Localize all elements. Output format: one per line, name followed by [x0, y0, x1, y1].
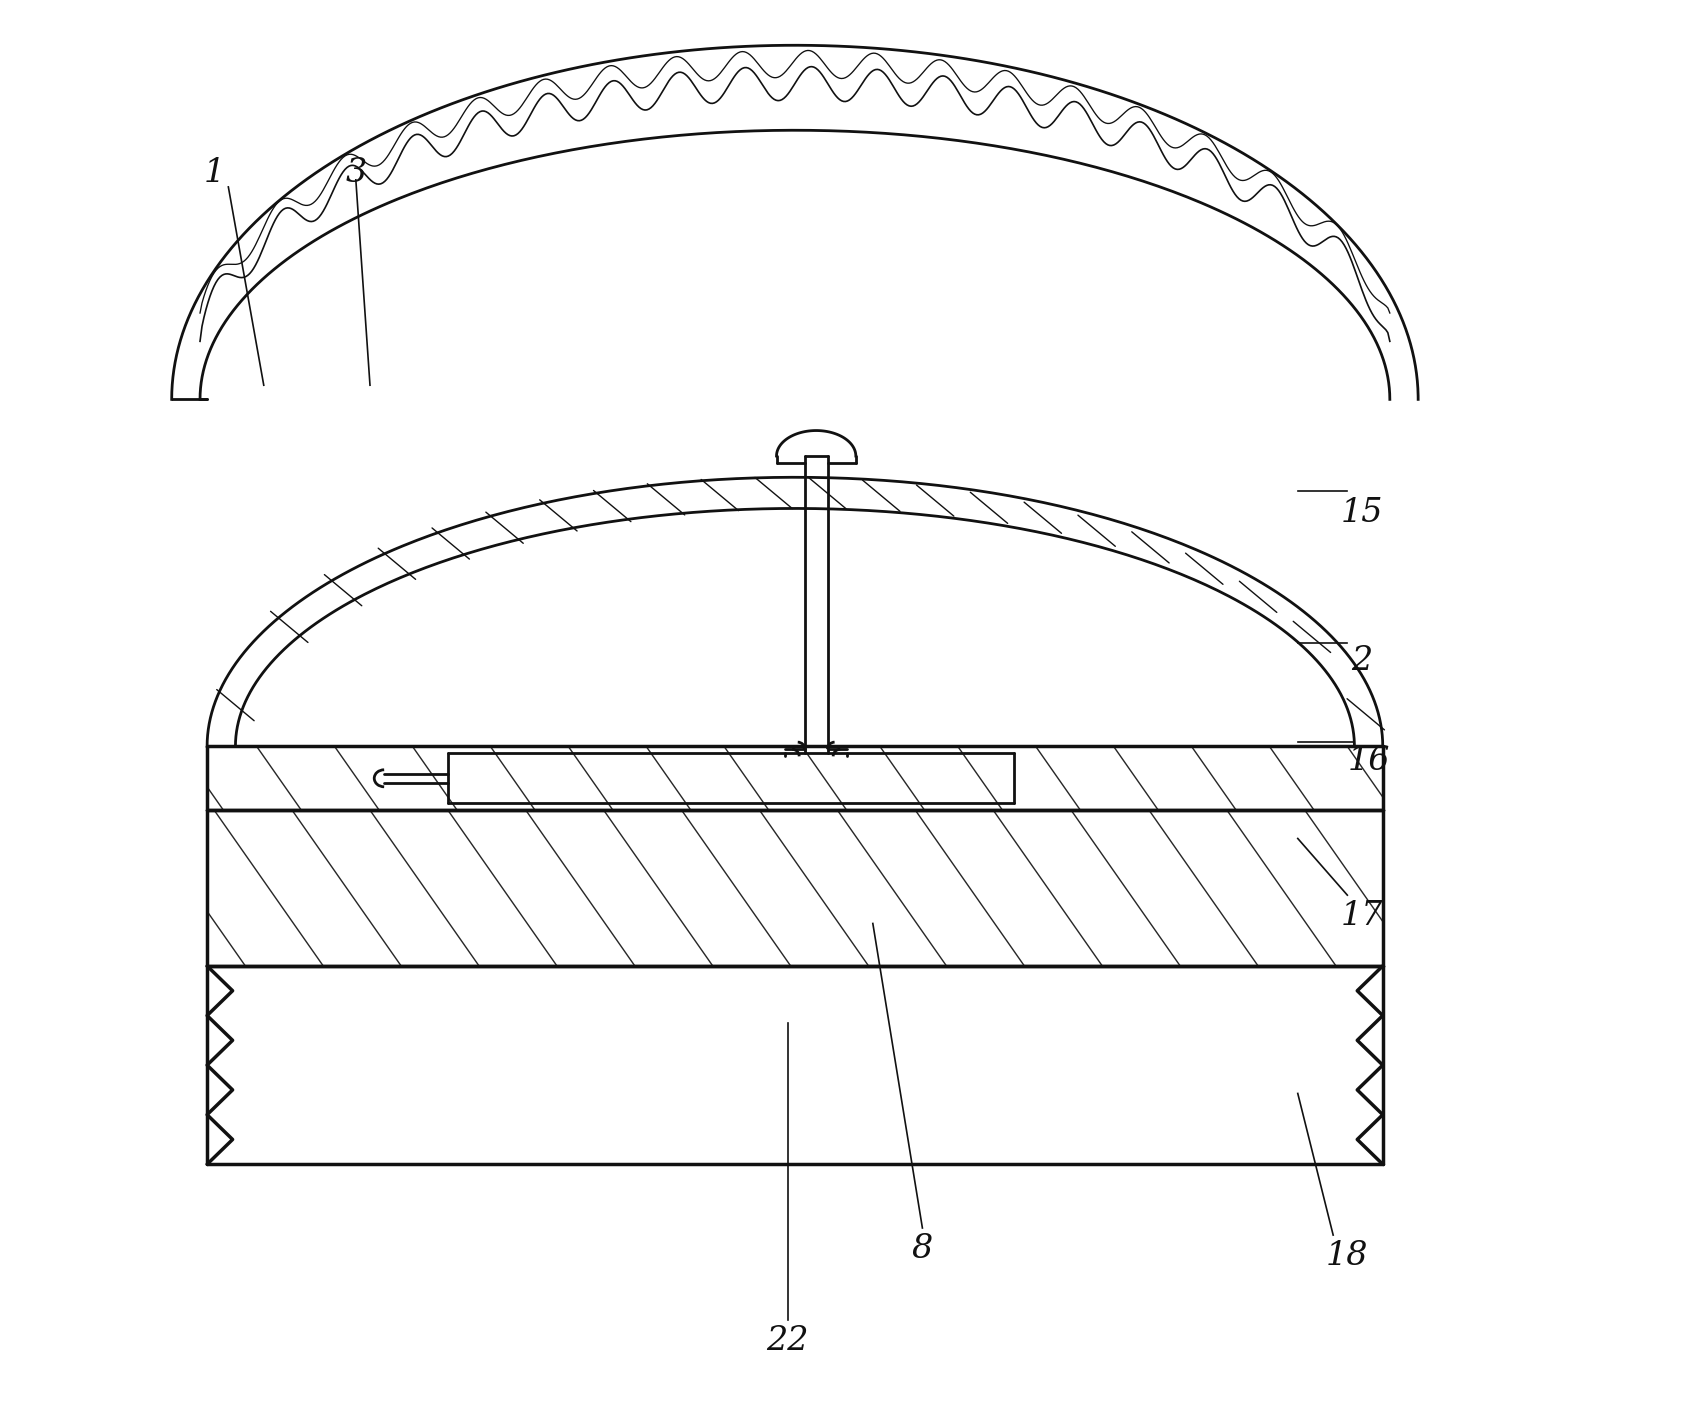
Text: 16: 16: [1348, 745, 1390, 776]
Text: 18: 18: [1326, 1240, 1368, 1273]
Text: 2: 2: [1351, 646, 1371, 677]
Text: 22: 22: [767, 1325, 809, 1358]
Text: 1: 1: [204, 156, 225, 189]
Text: 3: 3: [345, 156, 367, 189]
Text: 15: 15: [1341, 496, 1383, 529]
Text: 17: 17: [1341, 900, 1383, 933]
Text: 8: 8: [912, 1233, 932, 1266]
